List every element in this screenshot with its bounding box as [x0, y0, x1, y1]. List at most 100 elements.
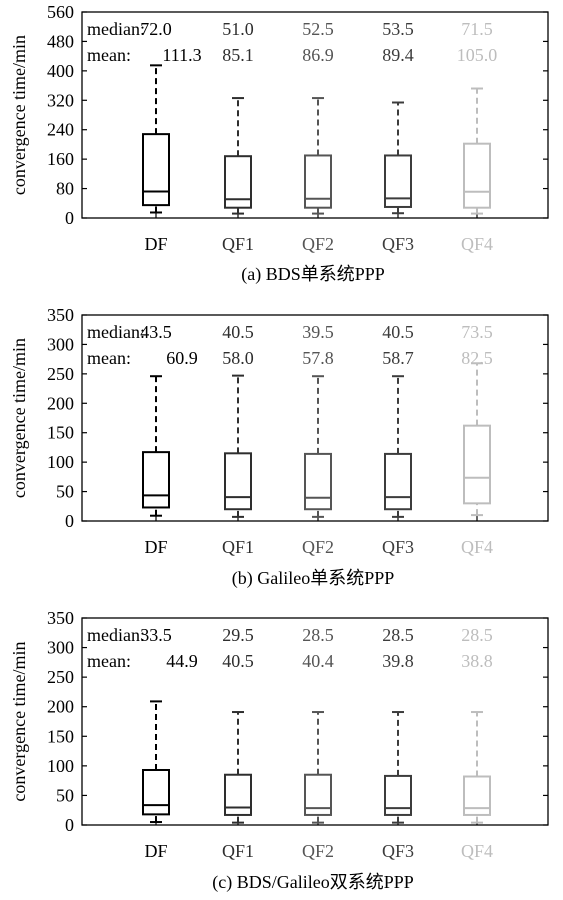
box-qf3	[384, 711, 412, 824]
x-tick-label: DF	[144, 841, 167, 861]
mean-value-qf3: 39.8	[382, 651, 414, 671]
iqr-box	[463, 775, 491, 816]
y-tick-label: 350	[47, 608, 74, 628]
iqr-box	[384, 774, 412, 816]
box-df	[142, 700, 170, 824]
mean-row-label: mean:	[87, 45, 131, 65]
y-tick-label: 350	[47, 305, 74, 325]
median-value-qf4: 73.5	[461, 322, 493, 342]
iqr-box	[304, 773, 332, 816]
x-tick-label: QF1	[222, 841, 254, 861]
panel-caption: (b) Galileo单系统PPP	[232, 568, 395, 589]
y-tick-label: 250	[47, 364, 74, 384]
box-qf3	[384, 101, 412, 215]
chart-panel-3: 0 50 100 150 200 250 300 350 convergence time/mi…	[9, 608, 549, 893]
median-value-df: 72.0	[140, 19, 172, 39]
mean-value-qf4: 105.0	[457, 45, 498, 65]
panel-caption: (a) BDS单系统PPP	[241, 264, 385, 285]
y-axis-label: convergence time/min	[9, 35, 29, 195]
y-tick-label: 400	[47, 61, 74, 81]
mean-row-label: mean:	[87, 651, 131, 671]
mean-value-qf4: 82.5	[461, 348, 493, 368]
box-qf2	[304, 711, 332, 824]
y-tick-label: 250	[47, 667, 74, 687]
x-tick-label: QF2	[302, 537, 334, 557]
x-tick-label: QF4	[461, 537, 493, 557]
median-value-qf3: 53.5	[382, 19, 414, 39]
y-tick-label: 150	[47, 726, 74, 746]
x-tick-label: QF3	[382, 841, 414, 861]
y-axis-label: convergence time/min	[9, 641, 29, 801]
y-tick-label: 80	[56, 179, 74, 199]
y-tick-label: 320	[47, 90, 74, 110]
y-tick-label: 0	[65, 815, 74, 835]
iqr-box	[304, 154, 332, 209]
box-qf1	[224, 374, 252, 518]
mean-value-qf1: 40.5	[222, 651, 254, 671]
y-tick-label: 240	[47, 120, 74, 140]
mean-value-qf2: 86.9	[302, 45, 334, 65]
median-value-df: 43.5	[140, 322, 172, 342]
median-value-qf2: 39.5	[302, 322, 334, 342]
median-value-qf3: 40.5	[382, 322, 414, 342]
box-df	[142, 375, 170, 517]
chart-panel-1: 0 80 160 240 320 400 480 560 convergence time/mi…	[9, 2, 549, 285]
x-tick-label: QF2	[302, 841, 334, 861]
iqr-box	[224, 452, 252, 511]
median-value-qf1: 29.5	[222, 625, 254, 645]
box-qf2	[304, 97, 332, 215]
y-tick-label: 300	[47, 638, 74, 658]
iqr-box	[304, 452, 332, 511]
chart-panel-2: 0 50 100 150 200 250 300 350 convergence time/mi…	[9, 305, 549, 589]
iqr-box	[384, 452, 412, 511]
y-axis-label: convergence time/min	[9, 338, 29, 498]
x-tick-label: QF1	[222, 234, 254, 254]
y-tick-label: 160	[47, 149, 74, 169]
x-tick-label: QF4	[461, 234, 493, 254]
iqr-box	[142, 133, 170, 207]
x-tick-label: QF2	[302, 234, 334, 254]
y-tick-label: 100	[47, 756, 74, 776]
y-tick-label: 100	[47, 452, 74, 472]
box-qf1	[224, 711, 252, 824]
mean-value-qf4: 38.8	[461, 651, 493, 671]
plot-frame	[81, 11, 549, 219]
box-qf1	[224, 97, 252, 215]
median-value-df: 33.5	[140, 625, 172, 645]
median-value-qf2: 28.5	[302, 625, 334, 645]
mean-value-df: 111.3	[162, 45, 201, 65]
x-tick-label: QF4	[461, 841, 493, 861]
y-tick-label: 0	[65, 511, 74, 531]
iqr-box	[463, 424, 491, 505]
x-tick-label: QF1	[222, 537, 254, 557]
median-row-label: median:	[87, 625, 145, 645]
box-df	[142, 64, 170, 214]
x-tick-label: DF	[144, 537, 167, 557]
box-qf4	[463, 87, 491, 215]
y-tick-label: 150	[47, 423, 74, 443]
x-tick-label: DF	[144, 234, 167, 254]
median-value-qf4: 71.5	[461, 19, 493, 39]
mean-value-df: 60.9	[166, 348, 198, 368]
iqr-box	[142, 451, 170, 509]
iqr-box	[384, 154, 412, 208]
box-qf2	[304, 375, 332, 518]
iqr-box	[224, 155, 252, 209]
mean-value-qf3: 89.4	[382, 45, 414, 65]
plot-frame	[81, 314, 549, 522]
y-tick-label: 200	[47, 697, 74, 717]
median-value-qf1: 51.0	[222, 19, 254, 39]
y-tick-label: 480	[47, 31, 74, 51]
box-qf3	[384, 375, 412, 518]
y-tick-label: 0	[65, 208, 74, 228]
panel-caption: (c) BDS/Galileo双系统PPP	[212, 872, 414, 893]
mean-value-df: 44.9	[166, 651, 198, 671]
mean-value-qf2: 57.8	[302, 348, 334, 368]
x-tick-label: QF3	[382, 537, 414, 557]
mean-value-qf2: 40.4	[302, 651, 334, 671]
x-tick-label: QF3	[382, 234, 414, 254]
mean-value-qf3: 58.7	[382, 348, 414, 368]
median-row-label: median:	[87, 19, 145, 39]
box-qf4	[463, 362, 491, 517]
